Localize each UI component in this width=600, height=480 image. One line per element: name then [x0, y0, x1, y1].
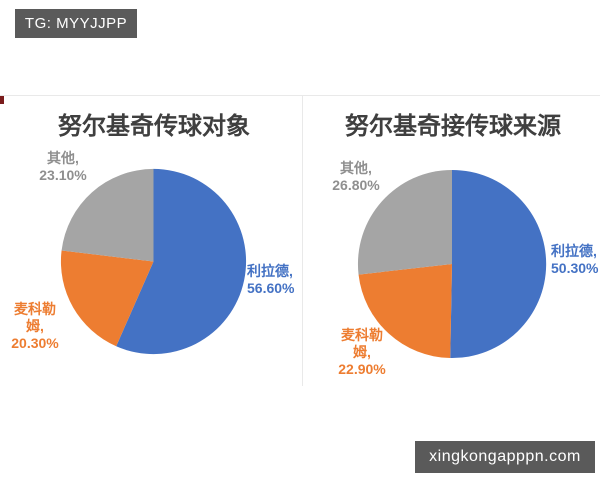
pie-chart-right [357, 169, 547, 359]
edge-artifact-mark [0, 96, 4, 104]
pie-slice-麦科勒姆 [358, 264, 452, 359]
data-label-mccollum-left: 麦科勒 姆, 20.30% [11, 301, 59, 351]
watermark-website-text: xingkongapppn.com [429, 448, 581, 465]
data-label-other-right: 其他, 26.80% [332, 160, 380, 193]
data-label-lillard-right: 利拉德, 50.30% [551, 243, 599, 276]
watermark-telegram-text: TG: MYYJJPP [24, 15, 128, 32]
pie-slice-其他 [357, 169, 452, 275]
pie-chart-left [60, 168, 247, 355]
panel-divider [302, 95, 303, 386]
pie-slice-利拉德 [450, 169, 547, 359]
chart-title-left: 努尔基奇传球对象 [58, 113, 250, 140]
data-label-lillard-left: 利拉德, 56.60% [247, 263, 295, 296]
watermark-website-banner: xingkongapppn.com [415, 441, 595, 473]
data-label-other-left: 其他, 23.10% [39, 150, 87, 183]
pie-slice-其他 [61, 168, 154, 262]
panel-top-border [0, 95, 600, 96]
watermark-telegram-banner: TG: MYYJJPP [15, 9, 137, 38]
chart-title-right: 努尔基奇接传球来源 [345, 113, 561, 140]
data-label-mccollum-right: 麦科勒 姆, 22.90% [338, 327, 386, 377]
pie-slice-麦科勒姆 [60, 250, 154, 347]
pie-slice-利拉德 [116, 168, 247, 355]
